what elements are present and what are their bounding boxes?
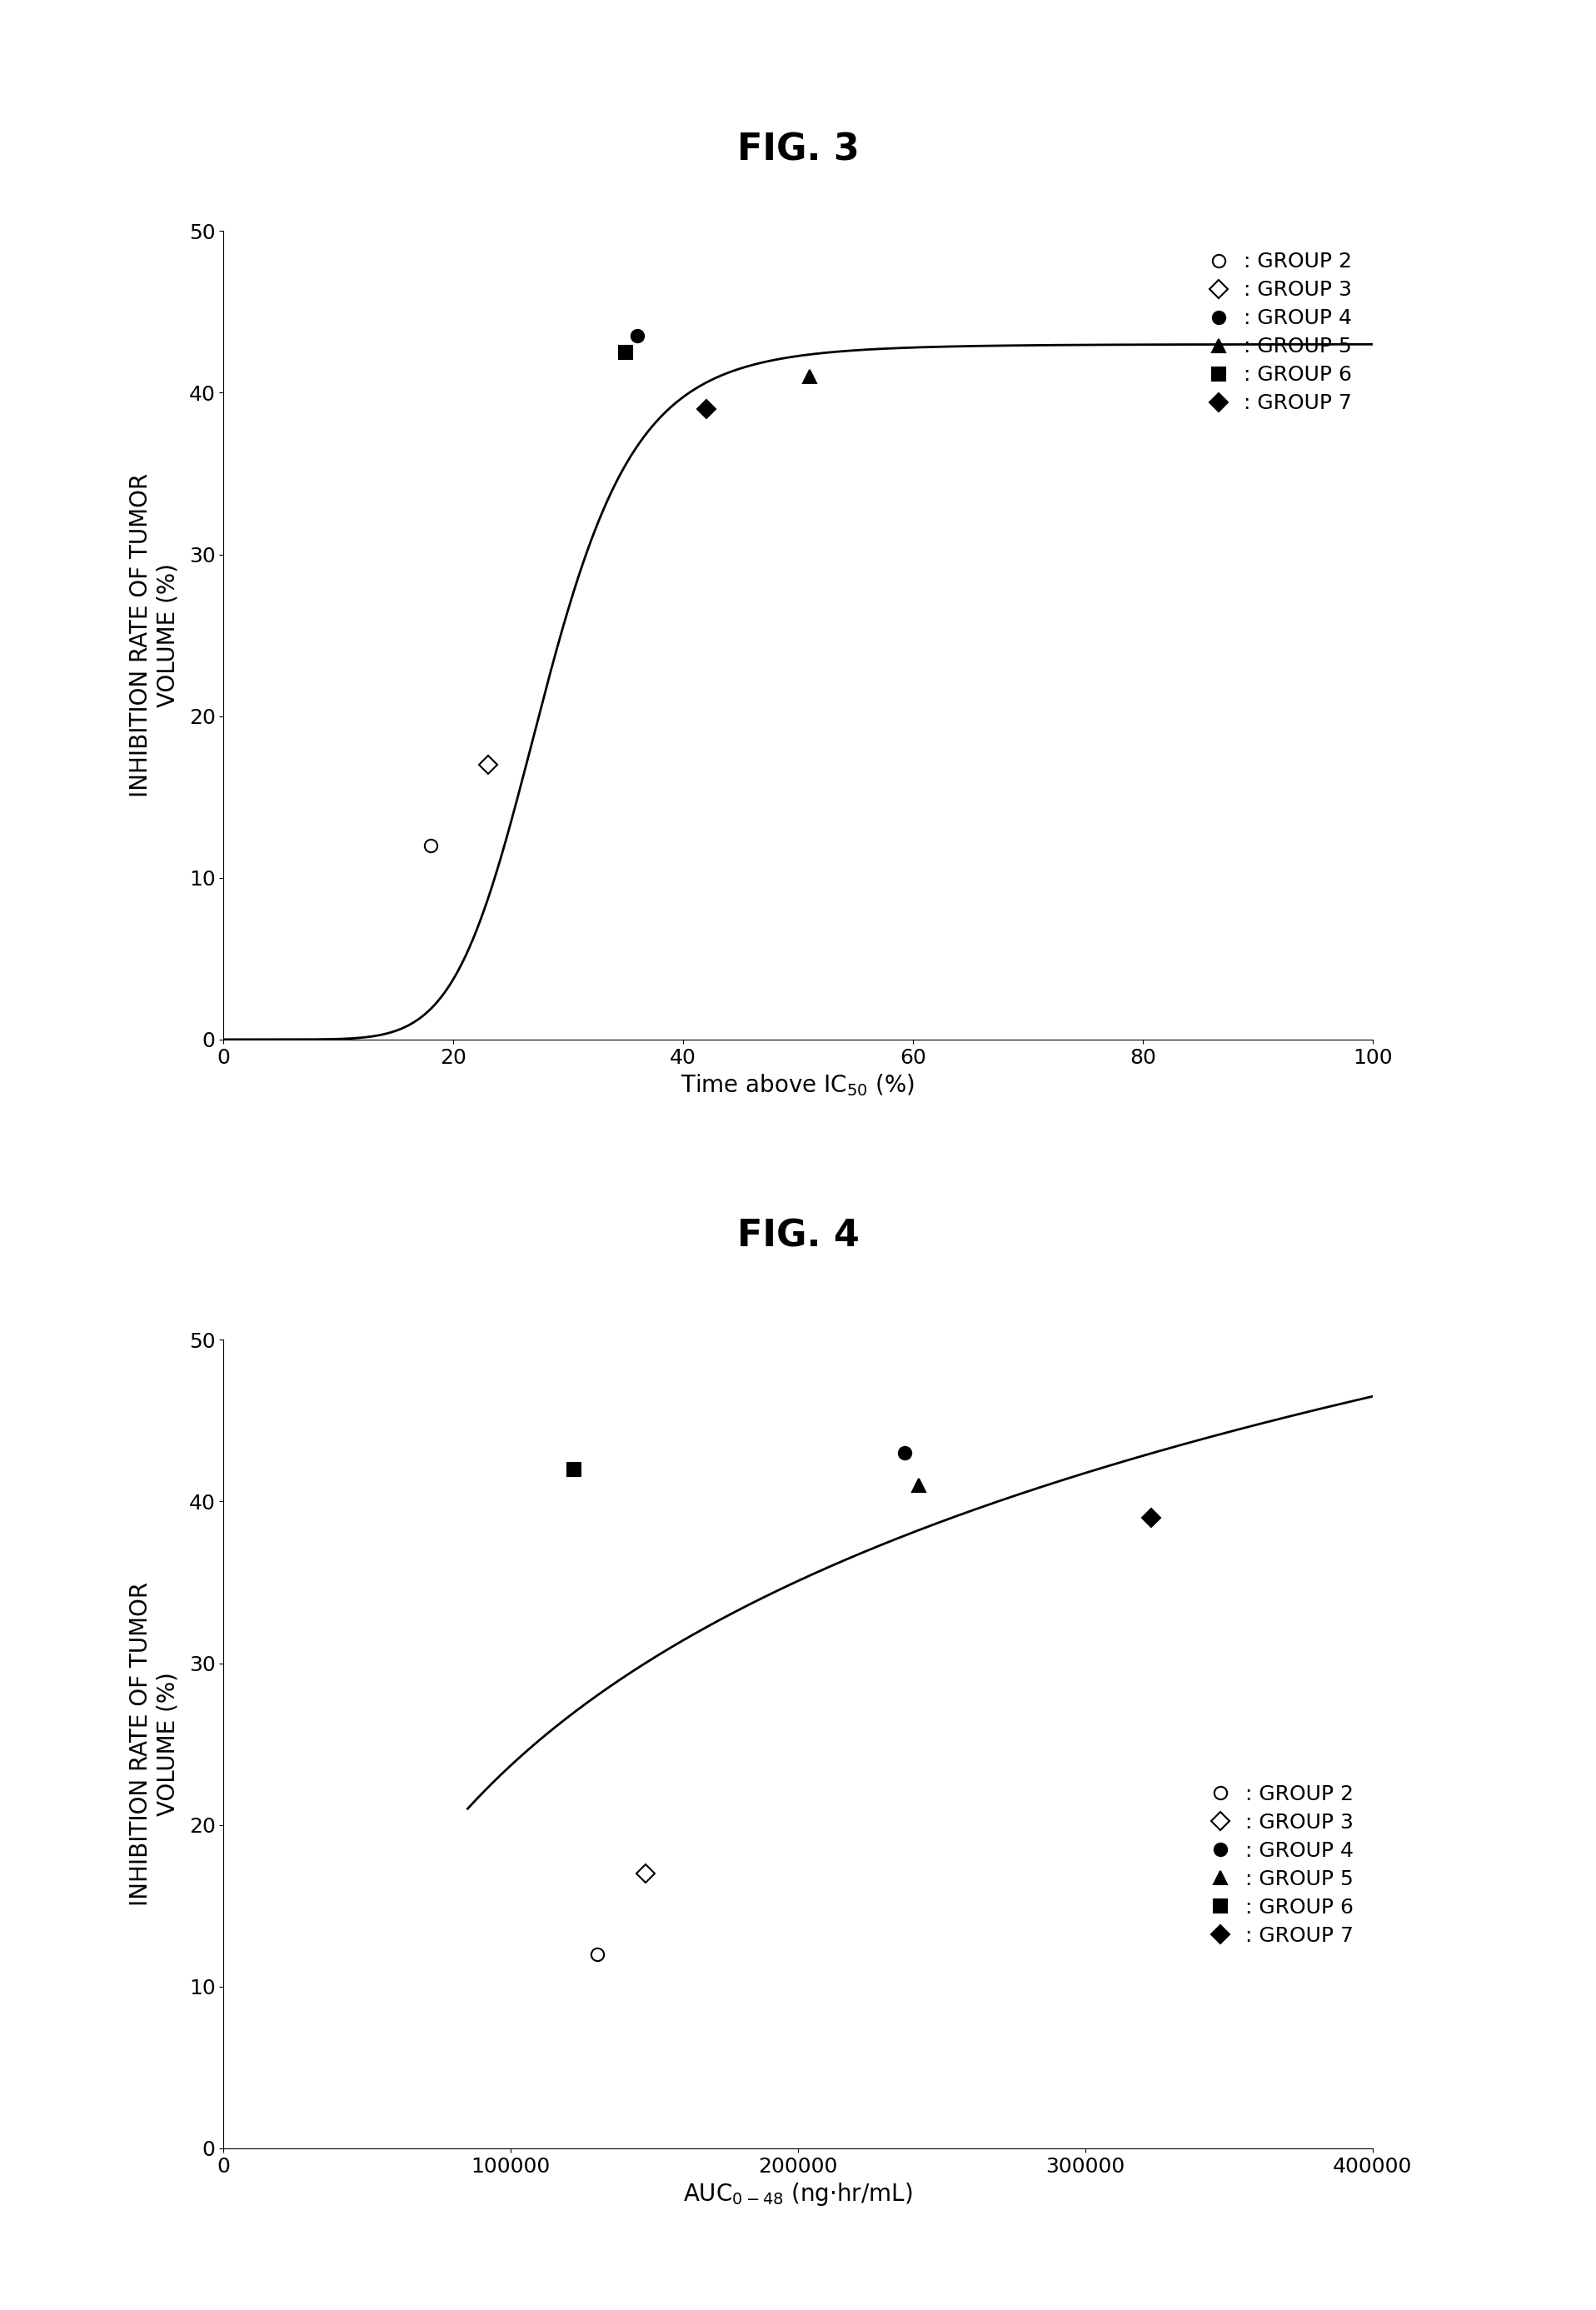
- Y-axis label: INHIBITION RATE OF TUMOR
VOLUME (%): INHIBITION RATE OF TUMOR VOLUME (%): [129, 474, 179, 797]
- Y-axis label: INHIBITION RATE OF TUMOR
VOLUME (%): INHIBITION RATE OF TUMOR VOLUME (%): [129, 1582, 179, 1906]
- X-axis label: AUC$_{0−48}$ (ng·hr/mL): AUC$_{0−48}$ (ng·hr/mL): [683, 2181, 913, 2208]
- X-axis label: Time above IC$_{50}$ (%): Time above IC$_{50}$ (%): [681, 1072, 915, 1097]
- Legend: : GROUP 2, : GROUP 3, : GROUP 4, : GROUP 5, : GROUP 6, : GROUP 7: : GROUP 2, : GROUP 3, : GROUP 4, : GROUP…: [1187, 243, 1361, 423]
- Legend: : GROUP 2, : GROUP 3, : GROUP 4, : GROUP 5, : GROUP 6, : GROUP 7: : GROUP 2, : GROUP 3, : GROUP 4, : GROUP…: [1191, 1776, 1361, 1954]
- Text: FIG. 3: FIG. 3: [737, 132, 859, 169]
- Text: FIG. 4: FIG. 4: [737, 1217, 859, 1254]
